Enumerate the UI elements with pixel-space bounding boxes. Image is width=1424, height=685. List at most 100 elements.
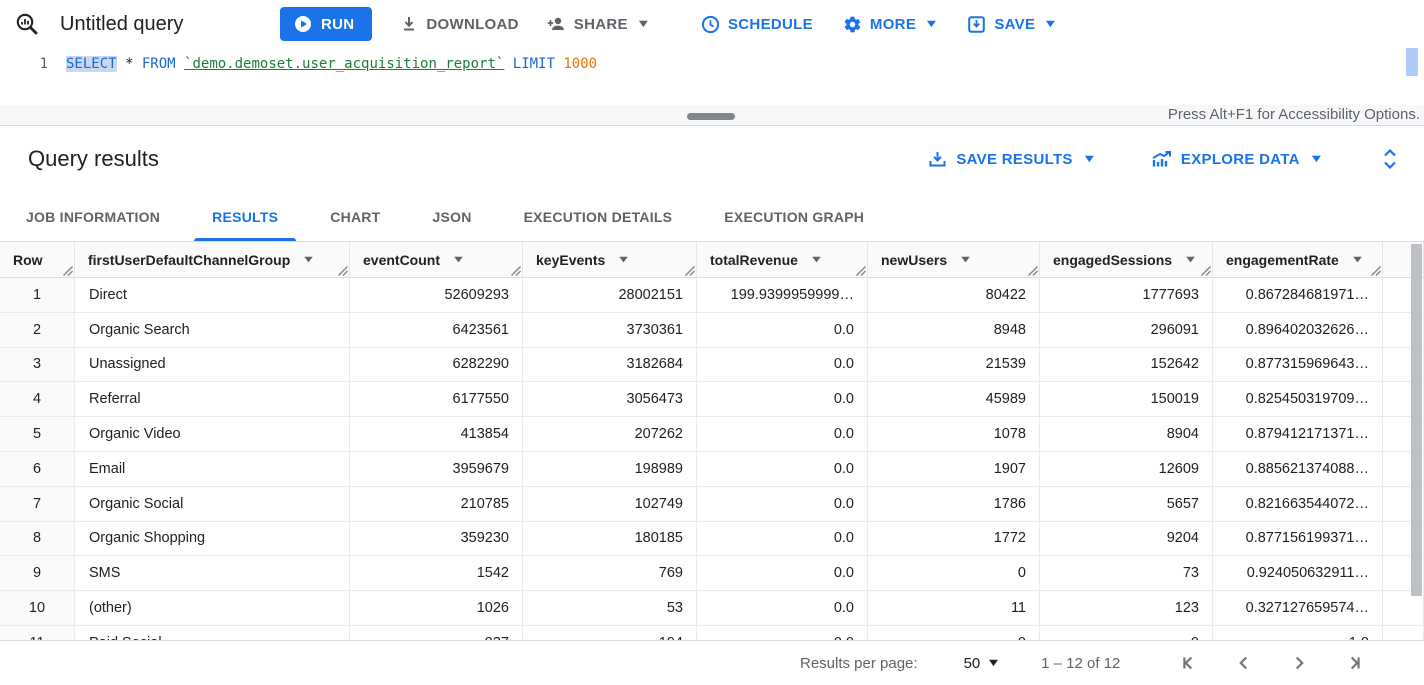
data-cell: 0.821663544072… [1213, 486, 1383, 522]
column-label: keyEvents [536, 251, 606, 268]
data-cell: Paid Social [75, 625, 350, 640]
data-cell: 6282290 [350, 347, 523, 383]
sql-code-line[interactable]: SELECT * FROM `demo.demoset.user_acquisi… [66, 56, 597, 72]
save-button[interactable]: SAVE ▼ [967, 15, 1058, 34]
column-resize-handle[interactable] [1028, 266, 1038, 276]
page-size-select[interactable]: 50 ▼ [963, 654, 1002, 672]
column-resize-handle[interactable] [63, 266, 73, 276]
row-number-cell: 1 [0, 278, 75, 313]
data-cell: 6177550 [350, 382, 523, 418]
column-label: engagedSessions [1053, 251, 1173, 268]
column-resize-handle[interactable] [856, 266, 866, 276]
table-scrollbar[interactable] [1409, 244, 1423, 638]
table-body: 1 Direct 52609293 28002151 199.9399959999… 80… [0, 278, 1424, 640]
editor-results-splitter: Press Alt+F1 for Accessibility Options. [0, 105, 1424, 126]
editor-scrollbar[interactable] [1406, 48, 1418, 76]
column-menu-arrow-icon[interactable]: ▾ [1186, 254, 1195, 265]
row-number-cell: 4 [0, 382, 75, 418]
data-cell: 73 [1040, 556, 1213, 592]
tab-execution-details[interactable]: EXECUTION DETAILS [523, 208, 673, 225]
table-reference-link[interactable]: `demo.demoset.user_acquisition_report` [184, 56, 505, 72]
next-page-button[interactable] [1287, 651, 1311, 675]
data-cell: 0.877315969643… [1213, 347, 1383, 383]
row-number-cell: 6 [0, 451, 75, 487]
explore-data-button[interactable]: EXPLORE DATA ▼ [1151, 150, 1324, 169]
last-page-button[interactable] [1342, 651, 1366, 675]
clock-icon [701, 15, 720, 34]
column-header-keyevents[interactable]: keyEvents ▾ [523, 242, 697, 278]
chevron-down-icon: ▼ [923, 18, 940, 30]
column-resize-handle[interactable] [685, 266, 695, 276]
data-cell: 207262 [523, 417, 697, 452]
column-resize-handle[interactable] [338, 266, 348, 276]
sql-token [176, 56, 184, 72]
chevron-right-icon [1296, 656, 1305, 670]
table-row: 8 Organic Shopping 359230 180185 0.0 1772 9204… [0, 521, 1424, 557]
column-header-engagementrate[interactable]: engagementRate ▾ [1213, 242, 1383, 278]
tab-results[interactable]: RESULTS [186, 192, 304, 241]
download-icon [400, 15, 418, 33]
data-cell: 0.0 [697, 312, 868, 348]
data-cell: 0 [1040, 625, 1213, 640]
data-cell: 1026 [350, 591, 523, 626]
data-cell: Organic Video [75, 417, 350, 452]
table-row: 7 Organic Social 210785 102749 0.0 1786 5657 0.… [0, 486, 1424, 522]
column-header-engagedsessions[interactable]: engagedSessions ▾ [1040, 242, 1213, 278]
data-cell: 0.0 [697, 556, 868, 592]
share-button[interactable]: SHARE ▼ [547, 15, 651, 33]
column-header-firstuserdefaultchannelgroup[interactable]: firstUserDefaultChannelGroup ▾ [75, 242, 350, 278]
column-menu-arrow-icon[interactable]: ▾ [454, 254, 463, 265]
run-button[interactable]: RUN [280, 7, 373, 41]
column-resize-handle[interactable] [1201, 266, 1211, 276]
data-cell: Organic Shopping [75, 521, 350, 557]
tab-job-information[interactable]: JOB INFORMATION [26, 208, 161, 225]
column-header-eventcount[interactable]: eventCount ▾ [350, 242, 523, 278]
data-cell: 8948 [868, 312, 1040, 348]
data-cell: Unassigned [75, 347, 350, 383]
more-button[interactable]: MORE ▼ [843, 15, 940, 34]
data-cell: 0.327127659574… [1213, 591, 1383, 626]
chevron-down-icon: ▼ [1081, 153, 1098, 165]
data-cell: 1.0 [1213, 625, 1383, 640]
splitter-drag-handle[interactable] [687, 113, 735, 120]
download-button[interactable]: DOWNLOAD [400, 15, 518, 33]
column-menu-arrow-icon[interactable]: ▾ [1353, 254, 1362, 265]
data-cell: 0.877156199371… [1213, 521, 1383, 557]
column-menu-arrow-icon[interactable]: ▾ [304, 254, 313, 265]
first-page-button[interactable] [1177, 651, 1201, 675]
row-number-cell: 2 [0, 312, 75, 348]
row-number-cell: 8 [0, 521, 75, 557]
schedule-button[interactable]: SCHEDULE [701, 15, 813, 34]
expand-results-button[interactable] [1382, 148, 1398, 170]
column-label: Row [13, 251, 43, 268]
unfold-icon [1382, 148, 1398, 170]
results-per-page-label: Results per page: [800, 654, 918, 672]
data-cell: 0.0 [697, 451, 868, 487]
data-cell: 199.9399959999… [697, 278, 868, 313]
column-header-newusers[interactable]: newUsers ▾ [868, 242, 1040, 278]
column-label: totalRevenue [710, 251, 798, 268]
column-menu-arrow-icon[interactable]: ▾ [812, 254, 821, 265]
previous-page-button[interactable] [1232, 651, 1256, 675]
column-resize-handle[interactable] [511, 266, 521, 276]
column-resize-handle[interactable] [1371, 266, 1381, 276]
tab-chart[interactable]: CHART [330, 208, 381, 225]
save-results-button[interactable]: SAVE RESULTS ▼ [928, 150, 1098, 169]
data-cell: 1542 [350, 556, 523, 592]
page-title: Untitled query [60, 12, 184, 35]
tab-execution-graph[interactable]: EXECUTION GRAPH [724, 208, 865, 225]
sql-editor[interactable]: 1 SELECT * FROM `demo.demoset.user_acqui… [0, 48, 1424, 105]
last-page-icon [1351, 656, 1361, 670]
data-cell: 0.0 [697, 382, 868, 418]
column-menu-arrow-icon[interactable]: ▾ [961, 254, 970, 265]
data-cell: Email [75, 451, 350, 487]
column-label: eventCount [363, 251, 440, 268]
table-scrollbar-thumb[interactable] [1411, 244, 1422, 596]
column-header-totalrevenue[interactable]: totalRevenue ▾ [697, 242, 868, 278]
data-cell: 0.867284681971… [1213, 278, 1383, 313]
column-label: newUsers [881, 251, 948, 268]
tab-json[interactable]: JSON [432, 208, 472, 225]
column-header-row[interactable]: Row [0, 242, 75, 278]
data-cell: 52609293 [350, 278, 523, 313]
column-menu-arrow-icon[interactable]: ▾ [620, 254, 628, 265]
